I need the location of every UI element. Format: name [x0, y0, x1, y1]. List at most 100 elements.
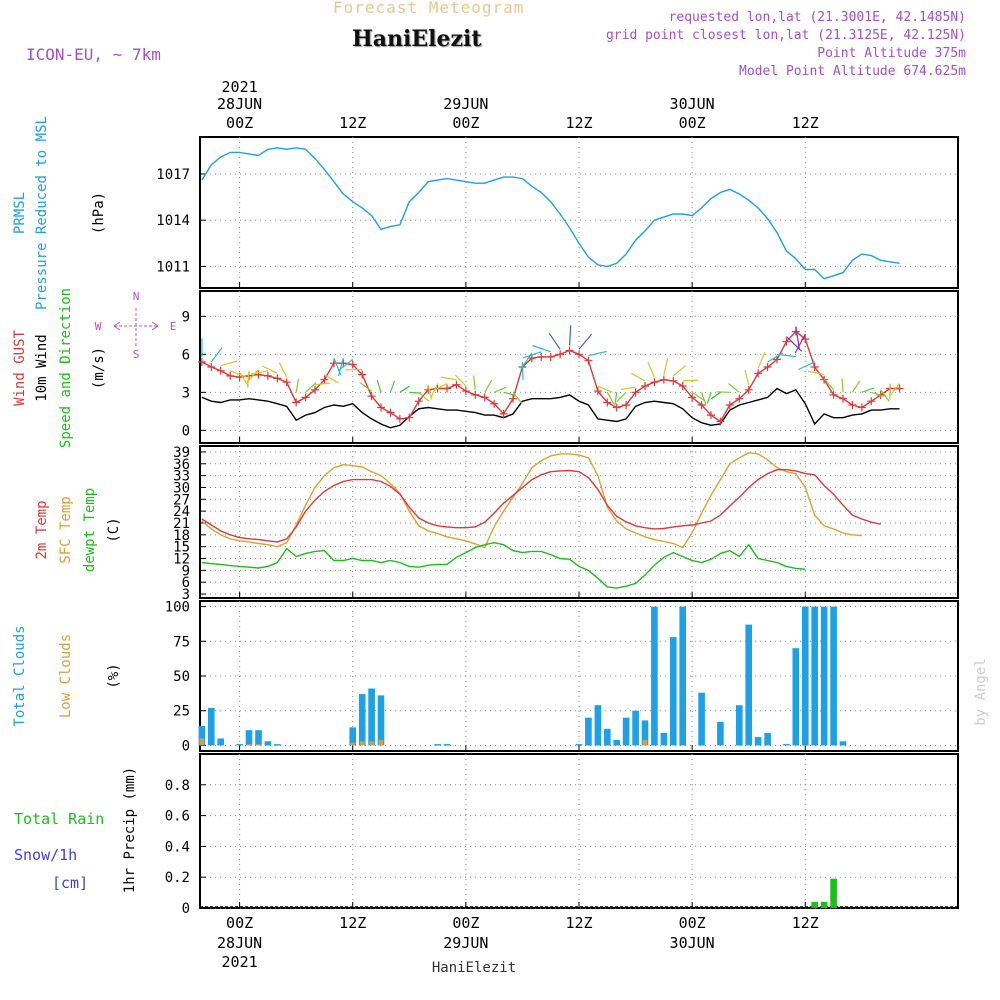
requested-coords: requested lon,lat (21.3001E, 42.1485N) [668, 10, 966, 25]
ytick-label-4-4: 0.8 [165, 778, 190, 794]
top-time-label-4-line3: 00Z [679, 114, 706, 132]
gust-point-21 [395, 414, 404, 423]
gust-point-42 [593, 387, 602, 396]
wind-barb-69 [851, 380, 861, 393]
gust-point-30 [480, 393, 489, 402]
wind-barb-55 [710, 391, 721, 400]
ytick-label-1-2: 6 [182, 347, 190, 363]
low-cloud-bar-17 [359, 741, 365, 746]
total-cloud-bar-63 [792, 648, 800, 746]
bottom-time-label-4-line1: 00Z [679, 914, 706, 932]
gust-point-2 [216, 366, 225, 375]
pressure-label-1: PRMSL [12, 192, 28, 234]
total-cloud-bar-45 [622, 717, 630, 746]
credit-label: by Angel [973, 658, 989, 725]
wind-barb-13 [324, 374, 339, 384]
gust-point-38 [556, 350, 565, 359]
wind-barb-2 [220, 360, 238, 367]
wind-barb-42 [597, 385, 612, 393]
gust-point-55 [716, 417, 725, 426]
gust-point-48 [650, 378, 659, 387]
bottom-time-label-0-line1: 00Z [226, 914, 253, 932]
total-cloud-bar-53 [698, 692, 705, 746]
gust-point-43 [603, 398, 612, 407]
low-cloud-bar-6 [256, 744, 261, 746]
wind-barb-43 [606, 392, 615, 405]
ytick-label-2-7: 24 [173, 504, 190, 520]
ytick-label-2-12: 39 [173, 445, 190, 461]
gust-point-47 [640, 382, 649, 390]
wind-barb-5 [246, 370, 250, 388]
pressure-label-2: Pressure Reduced to MSL [34, 116, 50, 310]
gust-point-68 [838, 394, 847, 403]
wind-barb-68 [841, 378, 844, 393]
ytick-label-4-3: 0.6 [165, 809, 190, 825]
low-cloud-bar-5 [246, 744, 252, 746]
total-cloud-bar-1 [208, 707, 215, 746]
gust-point-52 [688, 393, 697, 402]
total-cloud-bar-4 [236, 744, 243, 746]
gust-point-40 [575, 350, 583, 359]
ytick-label-0-0: 1011 [156, 259, 190, 275]
bottom-time-label-2-line1: 00Z [452, 914, 479, 932]
bottom-time-label-0-line3: 2021 [222, 953, 258, 971]
dewpoint-label: dewpt Temp [82, 488, 98, 572]
gust-point-74 [895, 384, 904, 393]
total-cloud-bar-16 [349, 727, 356, 746]
wind-barb-67 [823, 378, 835, 391]
model-label: ICON-EU, ~ 7km [26, 45, 161, 64]
compass-e-label: E [170, 320, 177, 333]
gust-point-58 [744, 385, 753, 394]
snow-legend: Snow/1h [14, 846, 77, 864]
compass-arrows [113, 321, 159, 331]
wind-barb-26 [433, 382, 448, 392]
gust-point-11 [301, 393, 310, 402]
total-cloud-bar-19 [377, 695, 385, 746]
gust-point-45 [622, 401, 631, 409]
top-time-label-4-line2: 30JUN [670, 95, 715, 113]
total-cloud-bar-40 [575, 744, 583, 746]
bottom-time-label-1-line1: 12Z [339, 914, 366, 932]
wind-barb-6 [246, 369, 259, 383]
gust-point-32 [499, 409, 508, 418]
wind-barb-74 [889, 383, 900, 396]
gust-point-6 [254, 370, 263, 379]
wind-barb-46 [620, 386, 636, 390]
t2m-temp-line [201, 469, 881, 543]
gust-point-9 [282, 378, 291, 387]
wind-barb-62 [785, 336, 803, 352]
model-altitude: Model Point Altitude 674.625m [739, 64, 966, 79]
wind-barb-21 [399, 385, 410, 393]
wind-barb-19 [376, 379, 382, 393]
meteogram-subtitle: Forecast Meteogram [333, 0, 525, 17]
ytick-label-4-0: 0 [182, 901, 190, 917]
total-clouds-label: Total Clouds [12, 625, 28, 726]
ytick-label-2-10: 33 [173, 469, 190, 485]
wind-barb-51 [682, 379, 699, 382]
wind-barb-64 [794, 333, 806, 354]
wind-barb-1 [210, 347, 223, 363]
gust-point-12 [311, 385, 320, 394]
total-cloud-bar-57 [736, 705, 743, 746]
ytick-label-1-0: 0 [182, 423, 190, 439]
total-cloud-bar-8 [274, 744, 281, 746]
wind-barb-18 [359, 382, 372, 392]
gust-point-62 [782, 337, 791, 346]
gust-point-37 [546, 352, 555, 361]
sfc-label: SFC Temp [58, 496, 74, 563]
gust-point-71 [867, 397, 876, 406]
total-cloud-bar-41 [585, 717, 592, 746]
wind-barb-72 [880, 389, 890, 402]
wind-barb-65 [798, 361, 815, 371]
wind-barb-3 [229, 370, 247, 378]
wind-barb-31 [493, 386, 507, 393]
wind-barb-49 [663, 358, 669, 375]
wind-barb-41 [588, 350, 607, 357]
wind-direction-label: Speed and Direction [58, 288, 74, 448]
total-cloud-bar-62 [783, 744, 790, 746]
gust-point-51 [678, 382, 687, 390]
wind-barb-15 [337, 357, 344, 377]
total-cloud-bar-44 [613, 739, 620, 746]
clouds-unit: (%) [106, 663, 122, 688]
wind-barb-4 [239, 371, 250, 387]
